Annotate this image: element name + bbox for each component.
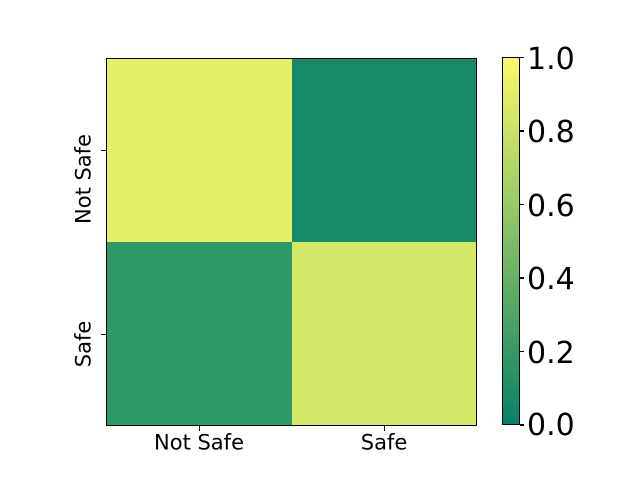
colorbar [502, 57, 520, 425]
x-tick-label-not-safe: Not Safe [154, 430, 244, 455]
colorbar-tick-mark [520, 203, 524, 205]
heatmap-cell-r1c0 [107, 242, 292, 425]
y-tick-label-not-safe: Not Safe [71, 134, 96, 224]
colorbar-tick-label: 0.2 [527, 335, 575, 371]
colorbar-tick-label: 0.4 [527, 262, 575, 297]
heatmap-cell-r0c0 [107, 59, 292, 242]
colorbar-tick-mark [520, 350, 524, 352]
colorbar-tick-label: 1.0 [527, 42, 575, 77]
y-tick-label-safe: Safe [71, 320, 96, 368]
colorbar-tick-label: 0.6 [527, 188, 575, 224]
x-tick-label-safe: Safe [360, 430, 408, 455]
colorbar-tick-mark [520, 424, 524, 426]
y-tick-mark-safe [101, 333, 106, 335]
colorbar-tick-mark [520, 56, 524, 58]
colorbar-tick-mark [520, 277, 524, 279]
x-tick-mark-not-safe [198, 426, 200, 431]
heatmap [106, 58, 477, 426]
colorbar-tick-label: 0.8 [527, 115, 575, 150]
heatmap-cell-r0c1 [291, 59, 476, 242]
x-tick-mark-safe [383, 426, 385, 431]
heatmap-cell-r1c1 [291, 242, 476, 425]
colorbar-tick-label: 0.0 [527, 408, 575, 443]
colorbar-tick-mark [520, 130, 524, 132]
y-tick-mark-not-safe [101, 149, 106, 151]
